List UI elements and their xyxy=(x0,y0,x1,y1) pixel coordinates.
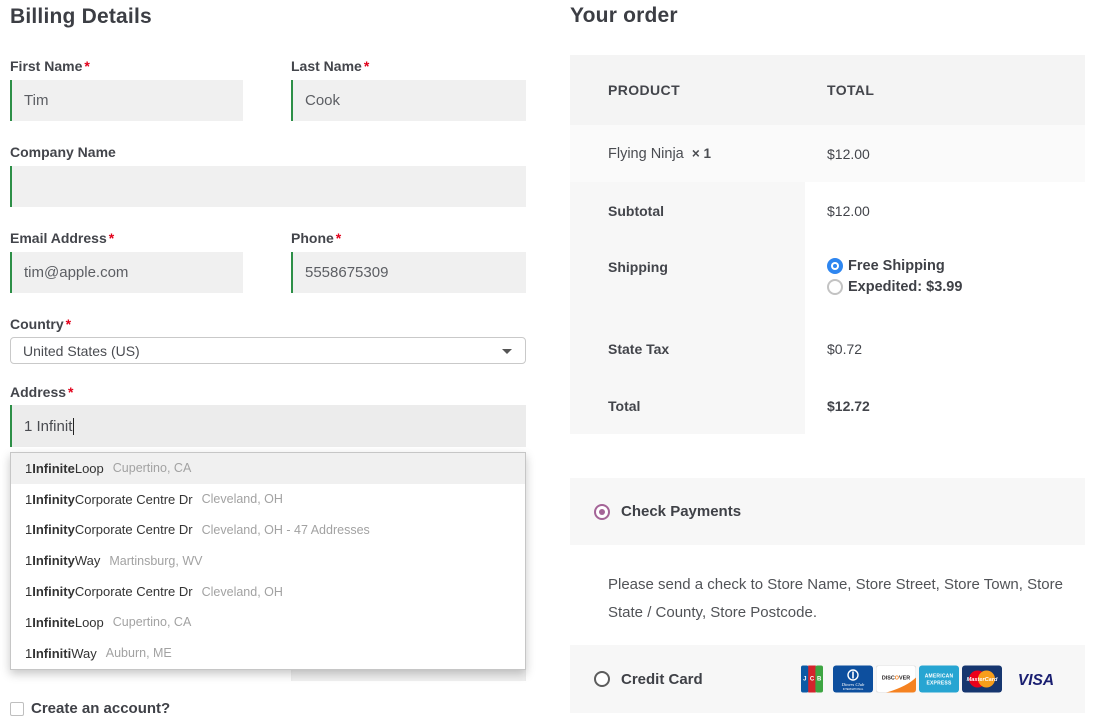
first-name-label: First Name * xyxy=(10,58,90,74)
total-label: Total xyxy=(570,377,805,434)
country-label: Country * xyxy=(10,316,72,332)
text-cursor xyxy=(73,417,75,435)
required-mark: * xyxy=(335,230,342,246)
email-input[interactable]: tim@apple.com xyxy=(10,252,243,293)
country-selected-value: United States (US) xyxy=(23,342,140,359)
chevron-down-icon xyxy=(502,349,512,354)
address-suggestion-item[interactable]: 1 Infinite Loop Cupertino, CA xyxy=(11,453,525,484)
svg-text:B: B xyxy=(817,677,822,683)
company-name-label: Company Name xyxy=(10,144,116,160)
address-suggestion-item[interactable]: 1 Infinity Way Martinsburg, WV xyxy=(25,553,203,569)
credit-card-label: Credit Card xyxy=(621,670,703,688)
create-account-checkbox[interactable] xyxy=(10,701,24,716)
create-account-row[interactable]: Create an account? xyxy=(10,700,170,717)
address-suggestion-item[interactable]: 1 Infinity Corporate Centre Dr Cleveland,… xyxy=(25,491,283,507)
create-account-label: Create an account? xyxy=(31,700,171,717)
check-payments-label: Check Payments xyxy=(621,503,742,520)
address-suggestion-item[interactable]: 1 Infinity Corporate Centre Dr Cleveland,… xyxy=(25,522,370,538)
billing-details-section: Billing Details First Name * Last Name * T… xyxy=(10,0,526,727)
jcb-card-icon: J C B xyxy=(801,665,823,693)
state-tax-row: State Tax $0.72 xyxy=(570,320,1085,377)
total-column-header: TOTAL xyxy=(827,82,875,98)
radio-selected-icon[interactable] xyxy=(827,258,843,274)
order-item-quantity: × 1 xyxy=(691,145,711,161)
visa-card-icon: VISA xyxy=(1015,670,1057,689)
address-suggestion-item[interactable]: 1 Infinity Corporate Centre Dr Cleveland,… xyxy=(25,584,283,600)
phone-label: Phone * xyxy=(291,230,342,246)
total-row: Total $12.72 xyxy=(570,377,1085,434)
email-label: Email Address * xyxy=(10,230,115,246)
svg-text:J: J xyxy=(803,677,806,683)
radio-unselected-icon[interactable] xyxy=(827,279,843,295)
phone-input[interactable]: 5558675309 xyxy=(291,252,526,293)
svg-text:MasterCard: MasterCard xyxy=(967,677,998,683)
svg-text:DISCOVER: DISCOVER xyxy=(882,676,910,682)
address-suggestion-dropdown: 1 Infinite Loop Cupertino, CA 1 Infinity … xyxy=(10,452,526,670)
american-express-card-icon: AMERICAN EXPRESS xyxy=(919,665,959,693)
address-suggestion-item[interactable]: 1 Infiniti Way Auburn, ME xyxy=(25,645,172,661)
shipping-option-expedited[interactable]: Expedited: $3.99 xyxy=(827,279,962,295)
your-order-section: Your order PRODUCT TOTAL Flying Ninja × … xyxy=(570,0,1085,727)
address-input[interactable]: 1 Infinit xyxy=(10,405,526,447)
subtotal-label: Subtotal xyxy=(570,182,805,239)
company-name-input[interactable] xyxy=(10,166,526,207)
svg-text:C: C xyxy=(810,677,815,683)
shipping-label: Shipping xyxy=(570,239,805,320)
required-mark: * xyxy=(84,58,90,74)
svg-text:INTERNATIONAL: INTERNATIONAL xyxy=(843,687,864,691)
radio-selected-icon[interactable] xyxy=(594,503,610,520)
subtotal-row: Subtotal $12.00 xyxy=(570,182,1085,239)
required-mark: * xyxy=(108,230,115,246)
radio-unselected-icon[interactable] xyxy=(594,671,610,687)
shipping-row: Shipping Free Shipping Expedited: $3.99 xyxy=(570,239,1085,320)
svg-text:AMERICAN: AMERICAN xyxy=(925,674,954,680)
last-name-input[interactable]: Cook xyxy=(291,80,526,121)
svg-text:Diners Club: Diners Club xyxy=(841,682,865,687)
svg-text:EXPRESS: EXPRESS xyxy=(926,681,951,687)
check-payment-description: Please send a check to Store Name, Store… xyxy=(608,576,1063,621)
payment-option-credit-card[interactable]: Credit Card J C B Diners Club INTERNATIO… xyxy=(570,645,1085,713)
order-item-row: Flying Ninja × 1 $12.00 xyxy=(570,125,1085,182)
state-tax-label: State Tax xyxy=(570,320,805,377)
last-name-label: Last Name * xyxy=(291,58,370,74)
order-item-name: Flying Ninja × 1 xyxy=(608,145,711,162)
billing-title: Billing Details xyxy=(10,5,152,28)
diners-club-card-icon: Diners Club INTERNATIONAL xyxy=(833,665,873,693)
accepted-cards: J C B Diners Club INTERNATIONAL DISCOVER… xyxy=(801,665,1057,693)
first-name-input[interactable]: Tim xyxy=(10,80,243,121)
svg-text:VISA: VISA xyxy=(1018,672,1054,689)
order-table-header: PRODUCT TOTAL xyxy=(570,55,1085,125)
required-mark: * xyxy=(363,58,370,74)
order-item-total: $12.00 xyxy=(827,145,870,162)
shipping-options: Free Shipping Expedited: $3.99 xyxy=(827,258,962,300)
product-column-header: PRODUCT xyxy=(608,82,681,98)
required-mark: * xyxy=(65,316,72,332)
shipping-option-free[interactable]: Free Shipping xyxy=(827,258,962,274)
discover-card-icon: DISCOVER xyxy=(876,665,916,693)
address-suggestion-item[interactable]: 1 Infinite Loop Cupertino, CA xyxy=(25,614,192,630)
state-tax-value: $0.72 xyxy=(827,340,863,357)
total-value: $12.72 xyxy=(827,397,870,414)
order-title: Your order xyxy=(570,4,678,27)
subtotal-value: $12.00 xyxy=(827,202,870,219)
address-label: Address * xyxy=(10,384,74,400)
required-mark: * xyxy=(68,384,74,400)
payment-option-check[interactable]: Check Payments xyxy=(570,478,1085,545)
mastercard-card-icon: MasterCard xyxy=(962,665,1002,693)
country-select[interactable]: United States (US) xyxy=(10,337,526,364)
